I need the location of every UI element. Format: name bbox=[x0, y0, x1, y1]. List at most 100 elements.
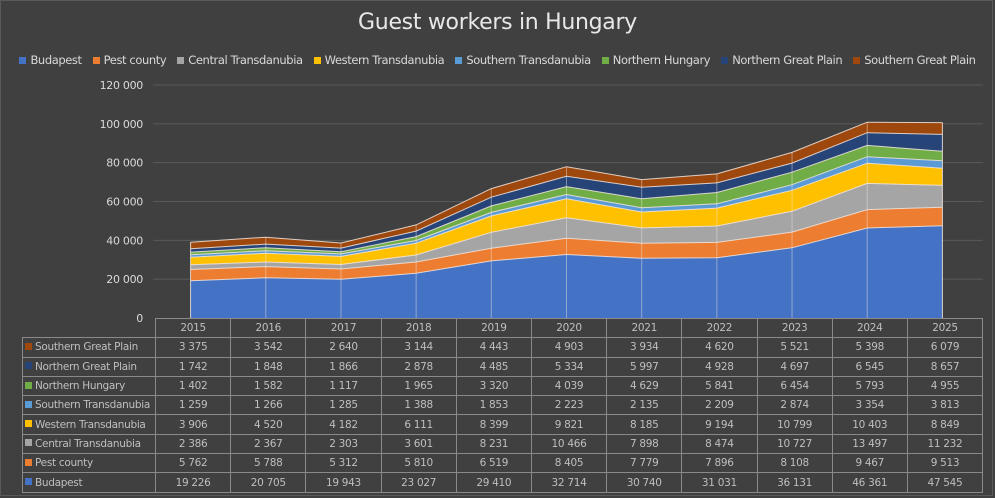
table-cell: 1 582 bbox=[230, 375, 307, 397]
table-cell: 3 320 bbox=[455, 375, 532, 397]
table-row-label: Northern Great Plain bbox=[35, 360, 137, 373]
table-year-header: 2016 bbox=[230, 317, 307, 339]
table-cell: 36 131 bbox=[756, 472, 833, 493]
table-cell: 11 232 bbox=[906, 433, 984, 455]
legend-swatch bbox=[92, 56, 100, 64]
table-cell: 2 878 bbox=[380, 356, 457, 377]
table-cell: 8 474 bbox=[681, 433, 758, 455]
table-year-header: 2022 bbox=[681, 317, 758, 339]
table-cell: 2 209 bbox=[681, 395, 758, 416]
legend-swatch bbox=[313, 56, 321, 64]
table-cell: 3 144 bbox=[380, 337, 457, 358]
table-cell: 5 762 bbox=[154, 453, 232, 474]
legend-label: Northern Great Plain bbox=[732, 53, 843, 67]
area-edge-northern-hungary bbox=[190, 144, 943, 253]
table-cell: 5 398 bbox=[831, 337, 908, 358]
table-cell: 3 542 bbox=[230, 337, 307, 358]
y-tick-label: 20 000 bbox=[106, 273, 143, 286]
table-cell: 31 031 bbox=[681, 472, 758, 493]
legend-swatch bbox=[19, 56, 27, 64]
legend-label: Pest county bbox=[103, 53, 167, 67]
table-cell: 9 194 bbox=[681, 414, 758, 435]
table-cell: 5 793 bbox=[831, 375, 908, 397]
table-cell: 13 497 bbox=[831, 433, 908, 455]
legend-label: Southern Great Plain bbox=[864, 53, 976, 67]
table-cell: 8 405 bbox=[530, 453, 608, 474]
table-cell: 19 226 bbox=[154, 472, 232, 493]
area-edge-central-transdanubia bbox=[190, 182, 943, 266]
table-row-header-pest-county: Pest county bbox=[22, 453, 156, 474]
table-cell: 4 443 bbox=[455, 337, 532, 358]
area-edge-southern-great-plain bbox=[190, 121, 943, 244]
legend-key-swatch bbox=[25, 458, 32, 466]
table-cell: 7 898 bbox=[606, 433, 683, 455]
table-cell: 9 513 bbox=[906, 453, 984, 474]
table-cell: 1 848 bbox=[230, 356, 307, 377]
table-cell: 3 906 bbox=[154, 414, 232, 435]
table-cell: 4 928 bbox=[681, 356, 758, 377]
table-year-header: 2024 bbox=[831, 317, 908, 339]
table-row-label: Northern Hungary bbox=[35, 380, 125, 393]
table-row-label: Western Transdanubia bbox=[35, 418, 146, 431]
table-cell: 10 799 bbox=[756, 414, 833, 435]
table-cell: 2 386 bbox=[154, 433, 232, 455]
table-cell: 4 039 bbox=[530, 375, 608, 397]
table-cell: 9 821 bbox=[530, 414, 608, 435]
area-pest-county bbox=[190, 207, 943, 281]
legend-label: Budapest bbox=[30, 53, 82, 67]
legend-key-swatch bbox=[25, 439, 32, 447]
table-corner bbox=[22, 318, 156, 339]
table-year-header: 2023 bbox=[756, 317, 833, 339]
table-row-header-budapest: Budapest bbox=[22, 472, 156, 493]
legend-swatch bbox=[177, 56, 185, 64]
table-row-header-southern-great-plain: Southern Great Plain bbox=[22, 337, 156, 358]
area-edge-western-transdanubia bbox=[190, 162, 943, 258]
legend-key-swatch bbox=[25, 420, 32, 428]
area-central-transdanubia bbox=[190, 183, 943, 270]
table-row-header-northern-great-plain: Northern Great Plain bbox=[22, 356, 156, 377]
table-row-label: Southern Transdanubia bbox=[35, 399, 150, 412]
table-cell: 7 896 bbox=[681, 453, 758, 474]
table-cell: 8 185 bbox=[606, 414, 683, 435]
table-cell: 4 955 bbox=[906, 375, 984, 397]
table-cell: 4 903 bbox=[530, 337, 608, 358]
legend-item-northern-hungary: Northern Hungary bbox=[601, 53, 711, 67]
table-cell: 10 403 bbox=[831, 414, 908, 435]
legend-label: Central Transdanubia bbox=[188, 53, 303, 67]
table-cell: 4 629 bbox=[606, 375, 683, 397]
table-cell: 3 934 bbox=[606, 337, 683, 358]
table-year-header: 2025 bbox=[906, 317, 984, 339]
table-cell: 5 997 bbox=[606, 356, 683, 377]
table-row: Northern Hungary 1 402 1 582 1 117 1 965 3 32… bbox=[22, 375, 984, 397]
table-year-header: 2017 bbox=[305, 317, 382, 339]
table-cell: 7 779 bbox=[606, 453, 683, 474]
table-row-label: Pest county bbox=[35, 457, 93, 470]
table-cell: 6 519 bbox=[455, 453, 532, 474]
legend: Budapest Pest county Central Transdanubia W… bbox=[0, 53, 995, 67]
table-row: Central Transdanubia 2 386 2 367 2 303 3 601… bbox=[22, 433, 984, 455]
table-cell: 6 545 bbox=[831, 356, 908, 377]
table-year-header: 2019 bbox=[455, 317, 532, 339]
table-year-header: 2021 bbox=[606, 317, 683, 339]
table-cell: 3 375 bbox=[154, 337, 232, 358]
table-row-label: Southern Great Plain bbox=[35, 341, 138, 354]
table-cell: 4 182 bbox=[305, 414, 382, 435]
legend-item-budapest: Budapest bbox=[19, 53, 82, 67]
table-year-header: 2015 bbox=[154, 317, 232, 339]
legend-item-southern-transdanubia: Southern Transdanubia bbox=[455, 53, 591, 67]
table-row-label: Budapest bbox=[35, 476, 83, 489]
table-cell: 1 117 bbox=[305, 375, 382, 397]
table-cell: 1 402 bbox=[154, 375, 232, 397]
table-header-row: 2015 2016 2017 2018 2019 2020 2021 2022 2023 2024… bbox=[22, 317, 984, 339]
table-row: Pest county 5 762 5 788 5 312 5 810 6 519 8 40… bbox=[22, 453, 984, 474]
table-cell: 3 813 bbox=[906, 395, 984, 416]
table-cell: 30 740 bbox=[606, 472, 683, 493]
legend-key-swatch bbox=[25, 478, 32, 486]
y-tick-label: 40 000 bbox=[106, 234, 143, 247]
legend-label: Northern Hungary bbox=[612, 53, 711, 67]
table-cell: 5 334 bbox=[530, 356, 608, 377]
table-cell: 20 705 bbox=[230, 472, 307, 493]
legend-swatch bbox=[721, 56, 729, 64]
y-tick-label: 100 000 bbox=[100, 118, 144, 131]
